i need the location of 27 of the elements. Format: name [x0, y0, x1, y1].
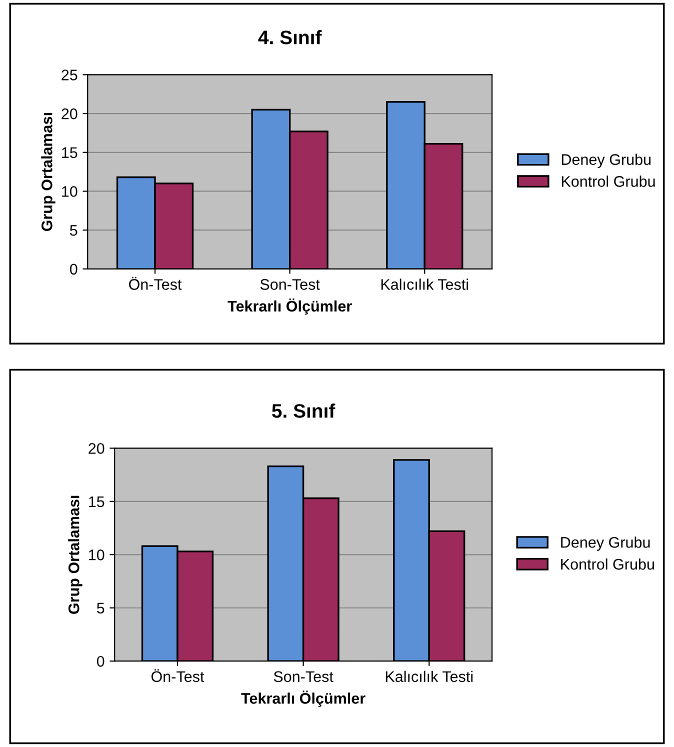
x-tick-label: Kalıcılık Testi — [381, 278, 468, 290]
x-tick-label: Son-Test — [274, 671, 334, 682]
y-tick-label: 10 — [62, 186, 78, 197]
legend-label: Deney Grubu — [561, 536, 650, 551]
y-tick-label: 20 — [62, 108, 78, 120]
x-tick-label: Ön-Test — [129, 276, 182, 290]
chart-title: 5. Sınıf — [272, 404, 336, 418]
y-tick-label: 0 — [96, 656, 104, 667]
legend-label: Kontrol Grubu — [562, 176, 655, 187]
y-tick-label: 15 — [89, 496, 104, 508]
y-axis-title: Grup Ortalaması — [41, 113, 56, 232]
x-tick-label: Kalıcılık Testi — [386, 670, 473, 682]
y-axis-title: Grup Ortalaması — [68, 496, 82, 614]
y-tick-label: 25 — [62, 70, 78, 80]
y-tick-label: 5 — [70, 225, 78, 236]
y-tick-label: 10 — [89, 550, 104, 560]
y-tick-label: 15 — [62, 147, 78, 158]
chart-title: 4. Sınıf — [258, 30, 322, 44]
y-tick-label: 20 — [88, 443, 104, 454]
x-tick-label: Son-Test — [260, 279, 320, 290]
x-axis-title: Tekrarlı Ölçümler — [228, 298, 352, 315]
legend-label: Kontrol Grubu — [561, 558, 654, 570]
x-axis-title: Tekrarlı Ölçümler — [241, 690, 366, 707]
x-tick-label: Ön-Test — [151, 669, 204, 682]
y-tick-label: 5 — [96, 602, 104, 614]
y-tick-label: 0 — [70, 264, 78, 275]
legend-label: Deney Grubu — [562, 154, 651, 168]
